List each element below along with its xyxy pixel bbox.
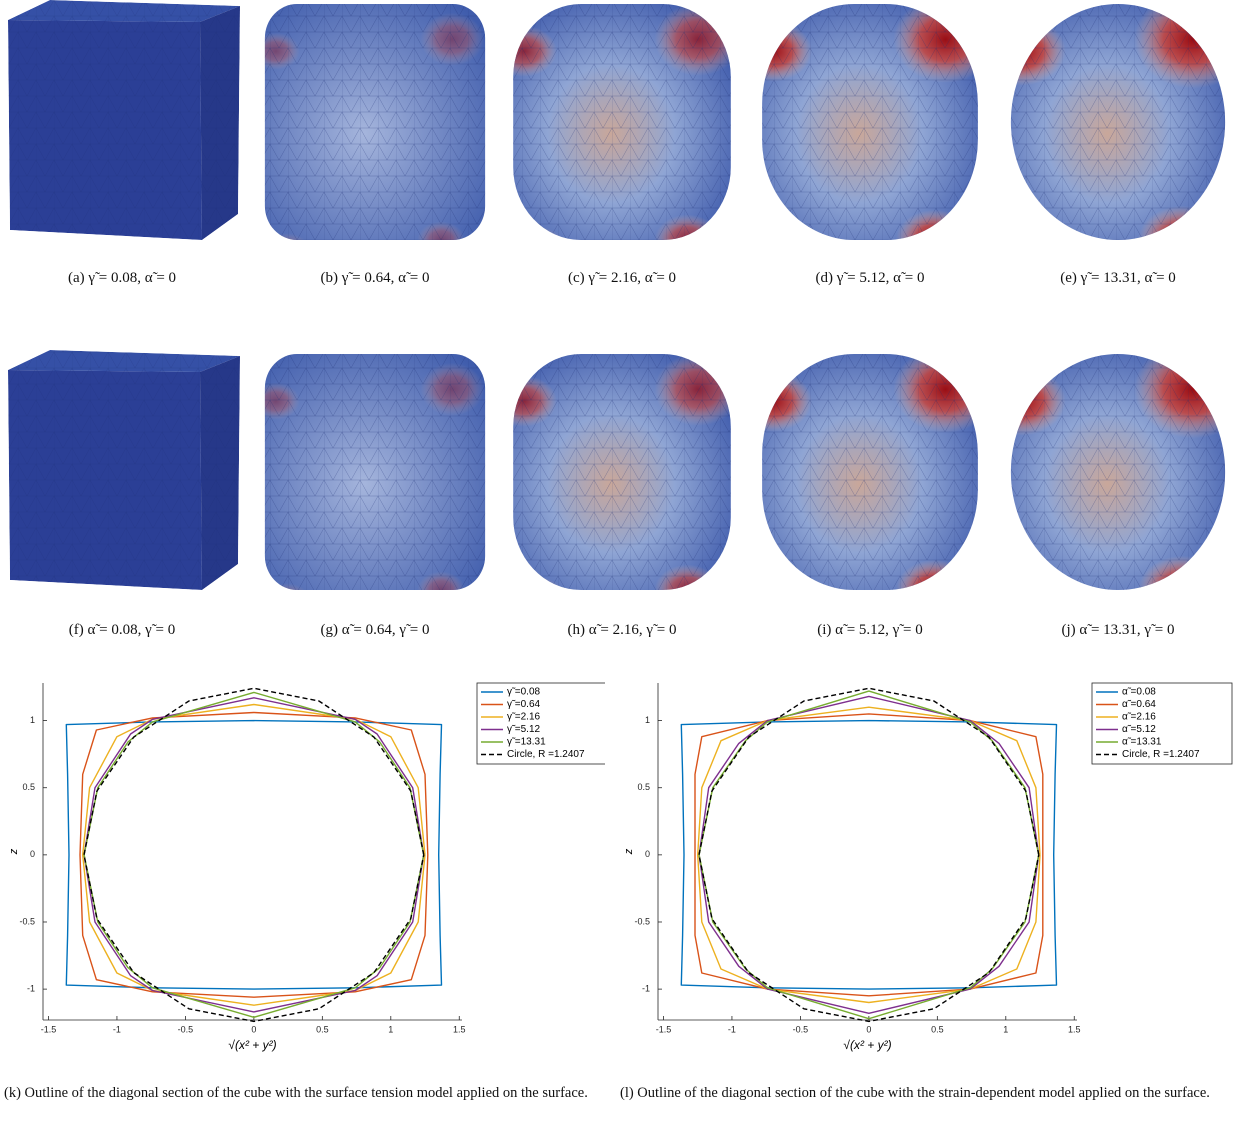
legend-label: γ̃ =2.16 <box>507 712 541 723</box>
series-line <box>82 703 426 1006</box>
figure-caption: (a) γ̃ = 0.08, α̃ = 0 <box>67 270 177 286</box>
series-line <box>79 711 429 998</box>
legend-label: α̃ =13.31 <box>1122 737 1162 748</box>
legend-label: γ̃ =0.08 <box>507 687 541 698</box>
chart: -1.5 -1 -0.5 0 0.5 1 1.5 -1 -0.5 0 0.5 1 √(x² + y²) z… <box>623 682 1233 1052</box>
y-tick-label: -0.5 <box>19 916 35 926</box>
mesh <box>1010 4 1226 240</box>
y-tick-label: 0.5 <box>637 782 650 792</box>
series-line <box>698 690 1040 1020</box>
mesh <box>513 354 731 590</box>
render <box>1010 354 1226 590</box>
series-line <box>698 687 1040 1023</box>
x-axis-label: √(x² + y²) <box>228 1038 276 1052</box>
y-tick-label: 0 <box>30 849 35 859</box>
x-axis-label: √(x² + y²) <box>843 1038 891 1052</box>
render <box>762 354 978 590</box>
x-tick-label: 0 <box>866 1024 871 1034</box>
mesh <box>513 4 731 240</box>
series-line <box>697 706 1041 1004</box>
figure-caption: (b) γ̃ = 0.64, α̃ = 0 <box>320 270 430 286</box>
legend-label: α̃ =0.08 <box>1122 687 1156 698</box>
legend-label: Circle, R =1.2407 <box>507 749 585 760</box>
series-line <box>65 719 443 990</box>
x-tick-label: -1.5 <box>656 1024 672 1034</box>
figure-caption: (c) γ̃ = 2.16, α̃ = 0 <box>567 270 677 286</box>
mesh <box>8 350 240 590</box>
x-tick-label: 1.5 <box>453 1024 466 1034</box>
series-line <box>83 697 425 1013</box>
legend-label: α̃ =0.64 <box>1122 699 1156 710</box>
series-line <box>698 695 1040 1014</box>
figure-caption: (g) α̃ = 0.64, γ̃ = 0 <box>320 622 430 638</box>
render <box>264 4 486 240</box>
render <box>0 346 248 596</box>
series-line <box>83 687 425 1023</box>
render <box>0 0 248 246</box>
legend-box <box>476 682 605 765</box>
chart: -1.5 -1 -0.5 0 0.5 1 1.5 -1 -0.5 0 0.5 1 √(x² + y²) z… <box>8 682 605 1052</box>
figure-caption: (j) α̃ = 13.31, γ̃ = 0 <box>1061 622 1175 638</box>
mesh <box>1010 354 1226 590</box>
y-axis-label: z <box>623 848 635 855</box>
render-panel <box>0 0 1226 596</box>
series-line <box>694 713 1044 997</box>
chart-caption: (l) Outline of the diagonal section of t… <box>620 1085 1210 1101</box>
y-tick-label: 1 <box>30 715 35 725</box>
x-tick-label: -1 <box>728 1024 736 1034</box>
x-tick-label: -0.5 <box>793 1024 809 1034</box>
legend-label: γ̃ =13.31 <box>507 737 546 748</box>
series-line <box>83 691 425 1018</box>
x-tick-label: -1 <box>113 1024 121 1034</box>
mesh <box>264 4 486 240</box>
legend-label: γ̃ =0.64 <box>507 699 541 710</box>
chart-caption: (k) Outline of the diagonal section of t… <box>4 1085 588 1101</box>
y-tick-label: 0.5 <box>22 782 35 792</box>
mesh <box>762 4 978 240</box>
x-tick-label: -0.5 <box>178 1024 194 1034</box>
figure-caption: (i) α̃ = 5.12, γ̃ = 0 <box>817 622 923 638</box>
legend-label: α̃ =5.12 <box>1122 724 1156 735</box>
y-axis-label: z <box>8 848 20 855</box>
render <box>513 4 731 240</box>
legend-label: α̃ =2.16 <box>1122 712 1156 723</box>
figure-caption: (d) γ̃ = 5.12, α̃ = 0 <box>815 270 925 286</box>
y-tick-label: 0 <box>645 849 650 859</box>
render <box>762 4 978 240</box>
figure-caption: (h) α̃ = 2.16, γ̃ = 0 <box>567 622 677 638</box>
mesh <box>264 354 486 590</box>
mesh <box>762 354 978 590</box>
x-tick-label: 1 <box>1003 1024 1008 1034</box>
x-tick-label: 0.5 <box>931 1024 944 1034</box>
series-line <box>680 719 1058 990</box>
x-tick-label: -1.5 <box>41 1024 57 1034</box>
figure-caption: (f) α̃ = 0.08, γ̃ = 0 <box>68 622 176 638</box>
figure-caption: (e) γ̃ = 13.31, α̃ = 0 <box>1060 270 1176 286</box>
legend-box <box>1091 682 1233 765</box>
legend-label: γ̃ =5.12 <box>507 724 541 735</box>
legend-label: Circle, R =1.2407 <box>1122 749 1200 760</box>
render <box>1010 4 1226 240</box>
y-tick-label: 1 <box>645 715 650 725</box>
x-tick-label: 0.5 <box>316 1024 329 1034</box>
y-tick-label: -1 <box>27 983 35 993</box>
x-tick-label: 0 <box>251 1024 256 1034</box>
mesh <box>8 0 240 240</box>
x-tick-label: 1 <box>388 1024 393 1034</box>
render <box>264 354 486 590</box>
y-tick-label: -1 <box>642 983 650 993</box>
render <box>513 354 731 590</box>
x-tick-label: 1.5 <box>1068 1024 1081 1034</box>
y-tick-label: -0.5 <box>634 916 650 926</box>
